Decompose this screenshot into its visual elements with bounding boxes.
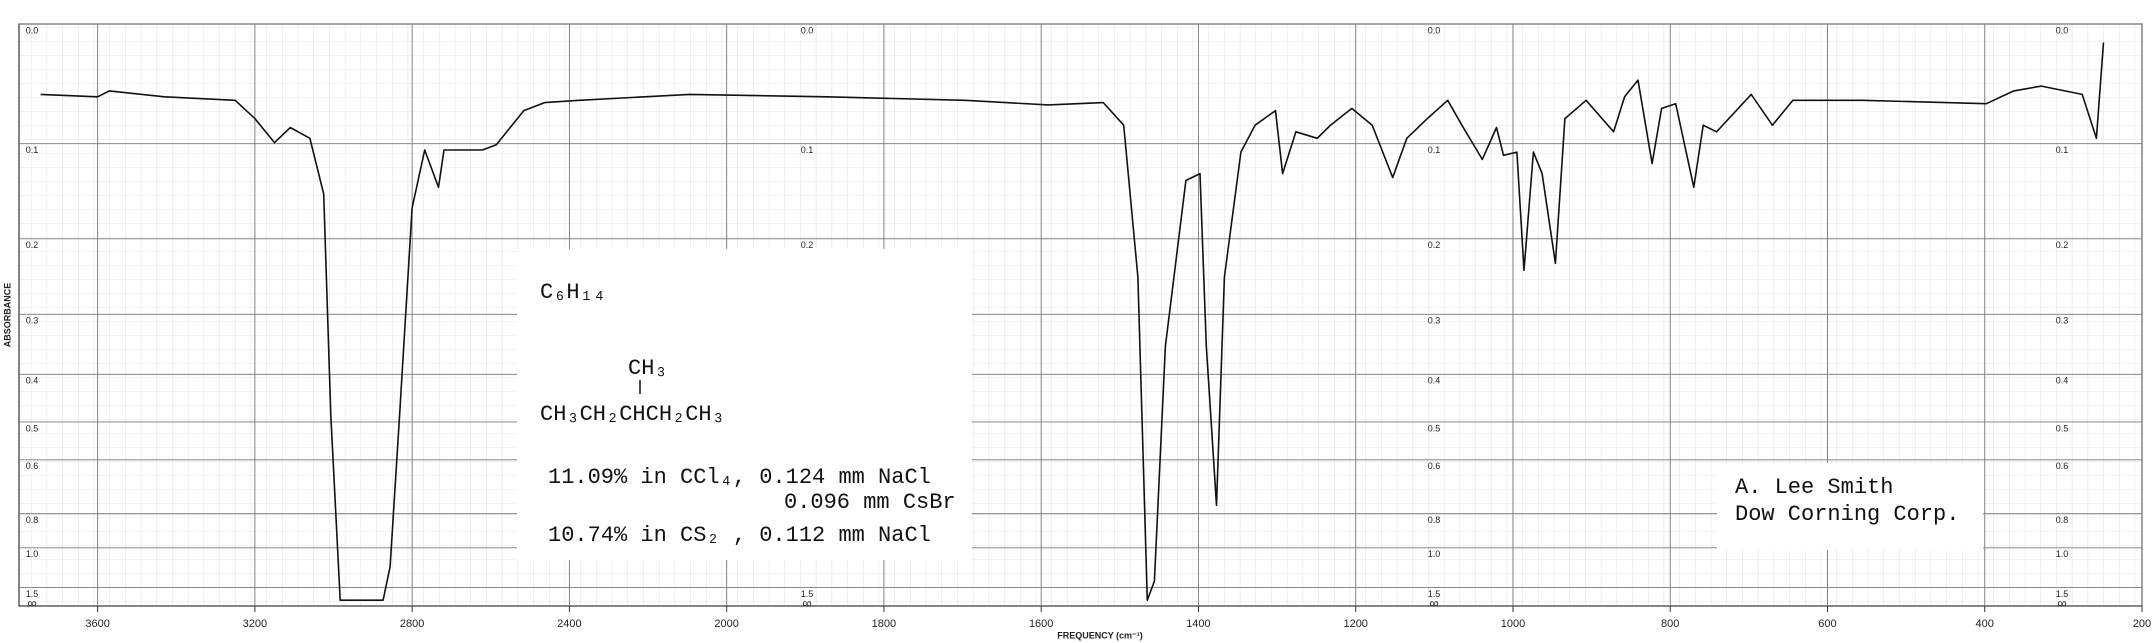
y-tick-label: 0.8 xyxy=(2056,515,2069,525)
x-tick-label: 200 xyxy=(2133,618,2151,630)
sample-box: C₆H₁₄ CH₃ CH₃CH₂CHCH₂CH₃ 11.09% in CCl₄,… xyxy=(517,249,972,560)
y-tick-label: ∞ xyxy=(27,595,36,610)
y-tick-label: 0.6 xyxy=(2056,461,2069,471)
y-tick-label: 0.1 xyxy=(1428,145,1441,155)
x-axis-label: FREQUENCY (cm⁻¹) xyxy=(1057,630,1143,640)
y-tick-label: 0.1 xyxy=(2056,145,2069,155)
condition: 10.74% in CS₂ , 0.112 mm NaCl xyxy=(548,523,931,548)
y-tick-label: 1.5 xyxy=(2056,589,2069,599)
y-tick-label: 0.3 xyxy=(26,316,39,326)
y-tick-label: 0.4 xyxy=(2056,376,2069,386)
spectrum-line xyxy=(40,42,2105,601)
y-tick-label: 0.4 xyxy=(1428,376,1441,386)
x-tick-label: 3200 xyxy=(243,618,267,630)
y-tick-label: 0.0 xyxy=(26,25,39,35)
y-tick-label: 0.2 xyxy=(26,240,39,250)
x-tick-label: 800 xyxy=(1661,618,1679,630)
y-tick-label: ∞ xyxy=(1429,595,1438,610)
y-axis-label: ABSORBANCE xyxy=(2,283,12,348)
x-tick-label: 600 xyxy=(1818,618,1836,630)
sample-box-bg xyxy=(517,249,972,560)
x-tick-label: 1800 xyxy=(872,618,896,630)
x-tick-label: 3600 xyxy=(85,618,109,630)
y-tick-label: 0.1 xyxy=(26,145,39,155)
structure: CH₃CH₂CHCH₂CH₃ xyxy=(540,402,725,427)
credit-box-bg xyxy=(1717,463,1983,550)
y-tick-label: 0.4 xyxy=(26,376,39,386)
x-tick-label: 1200 xyxy=(1343,618,1367,630)
y-tick-label: 0.0 xyxy=(2056,25,2069,35)
y-tick-label: 0.2 xyxy=(1428,240,1441,250)
y-tick-label: 0.5 xyxy=(26,423,39,433)
y-tick-label: 0.5 xyxy=(2056,423,2069,433)
y-tick-label: ∞ xyxy=(2057,595,2066,610)
x-tick-label: 2000 xyxy=(714,618,738,630)
credit: Dow Corning Corp. xyxy=(1735,502,1959,527)
y-tick-label: 0.2 xyxy=(801,240,814,250)
condition: 0.096 mm CsBr xyxy=(784,490,956,515)
x-tick-label: 1600 xyxy=(1029,618,1053,630)
y-tick-label: 1.5 xyxy=(26,589,39,599)
y-tick-label: 1.5 xyxy=(1428,589,1441,599)
y-tick-label: 0.6 xyxy=(1428,461,1441,471)
y-tick-label: 0.8 xyxy=(1428,515,1441,525)
y-tick-label: 0.0 xyxy=(801,25,814,35)
condition: 11.09% in CCl₄, 0.124 mm NaCl xyxy=(548,465,931,490)
formula: C₆H₁₄ xyxy=(540,280,606,305)
x-tick-label: 2400 xyxy=(557,618,581,630)
y-tick-label: 0.5 xyxy=(1428,423,1441,433)
y-tick-label: 0.6 xyxy=(26,461,39,471)
y-tick-label: 1.0 xyxy=(26,549,39,559)
y-tick-label: 1.0 xyxy=(1428,549,1441,559)
x-tick-label: 2800 xyxy=(400,618,424,630)
x-tick-label: 400 xyxy=(1976,618,1994,630)
x-tick-label: 1400 xyxy=(1186,618,1210,630)
credit: A. Lee Smith xyxy=(1735,475,1893,500)
y-tick-label: 0.3 xyxy=(1428,316,1441,326)
credit-box: A. Lee Smith Dow Corning Corp. xyxy=(1717,463,1983,550)
y-tick-label: 0.8 xyxy=(26,515,39,525)
y-tick-label: 0.3 xyxy=(2056,316,2069,326)
y-tick-label: 0.1 xyxy=(801,145,814,155)
y-tick-label: 0.0 xyxy=(1428,25,1441,35)
y-tick-label: ∞ xyxy=(802,595,811,610)
x-tick-label: 1000 xyxy=(1501,618,1525,630)
y-tick-label: 0.2 xyxy=(2056,240,2069,250)
y-tick-label: 1.5 xyxy=(801,589,814,599)
y-tick-label: 1.0 xyxy=(2056,549,2069,559)
branch: CH₃ xyxy=(628,356,668,381)
